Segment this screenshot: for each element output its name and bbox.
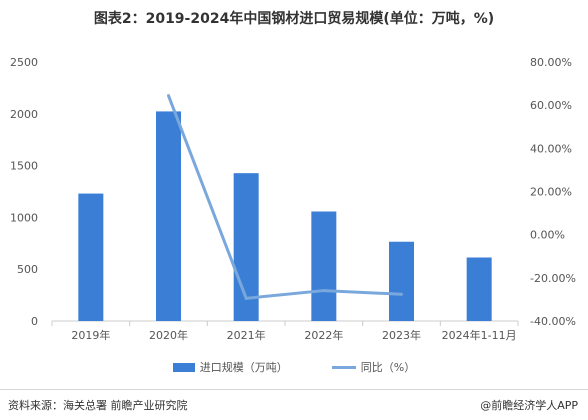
left-tick-label: 2000 xyxy=(10,108,38,121)
yoy-point xyxy=(244,296,248,300)
legend: 进口规模（万吨） 同比（%） xyxy=(0,359,588,375)
legend-bar-swatch xyxy=(172,362,195,372)
left-tick-label: 1000 xyxy=(10,211,38,224)
yoy-point xyxy=(167,94,170,98)
bar-series xyxy=(78,111,492,321)
x-tick-label: 2019年 xyxy=(71,328,110,342)
legend-item-bar: 进口规模（万吨） xyxy=(172,359,288,375)
footer: 资料来源：海关总署 前瞻产业研究院 @前瞻经济学人APP xyxy=(0,389,588,420)
legend-line-label: 同比（%） xyxy=(360,361,416,374)
x-tick-label: 2021年 xyxy=(227,328,266,342)
left-tick-label: 500 xyxy=(17,263,38,276)
x-tick-label: 2024年1-11月 xyxy=(442,328,517,342)
chart-svg: 0 500 1000 1500 2000 2500 -40.00% -20.00% 0.00%… xyxy=(10,56,576,342)
right-tick-label: 40.00% xyxy=(530,142,572,155)
left-tick-label: 0 xyxy=(31,315,38,328)
right-tick-label: 80.00% xyxy=(530,56,572,69)
left-axis: 0 500 1000 1500 2000 2500 xyxy=(10,56,38,328)
left-tick-label: 2500 xyxy=(10,56,38,69)
x-tick-label: 2023年 xyxy=(382,328,421,342)
right-tick-label: -20.00% xyxy=(530,272,576,285)
bar xyxy=(156,111,181,321)
legend-bar-label: 进口规模（万吨） xyxy=(199,361,288,374)
x-tick-label: 2022年 xyxy=(304,328,343,342)
right-axis: -40.00% -20.00% 0.00% 20.00% 40.00% 60.00% 80.… xyxy=(530,56,576,328)
right-tick-label: 20.00% xyxy=(530,186,572,199)
bar xyxy=(466,257,492,321)
source-note: 资料来源：海关总署 前瞻产业研究院 xyxy=(8,399,188,412)
bar xyxy=(311,211,337,321)
legend-line-swatch xyxy=(331,365,356,369)
left-tick-label: 1500 xyxy=(10,160,38,173)
right-tick-label: 0.00% xyxy=(530,229,565,242)
legend-item-line: 同比（%） xyxy=(331,359,416,375)
x-axis: 2019年 2020年 2021年 2022年 2023年 2024年1-11月 xyxy=(51,320,519,342)
credit-note: @前瞻经济学人APP xyxy=(480,399,578,412)
line-series xyxy=(167,94,403,300)
yoy-line xyxy=(167,95,402,300)
right-tick-label: -40.00% xyxy=(530,315,576,328)
yoy-point xyxy=(322,289,326,293)
bar xyxy=(78,193,104,321)
chart-title: 图表2：2019-2024年中国钢材进口贸易规模(单位：万吨，%) xyxy=(93,11,495,27)
x-tick-label: 2020年 xyxy=(149,328,188,342)
right-tick-label: 60.00% xyxy=(530,99,572,112)
bar xyxy=(389,241,414,321)
yoy-point xyxy=(400,292,403,296)
